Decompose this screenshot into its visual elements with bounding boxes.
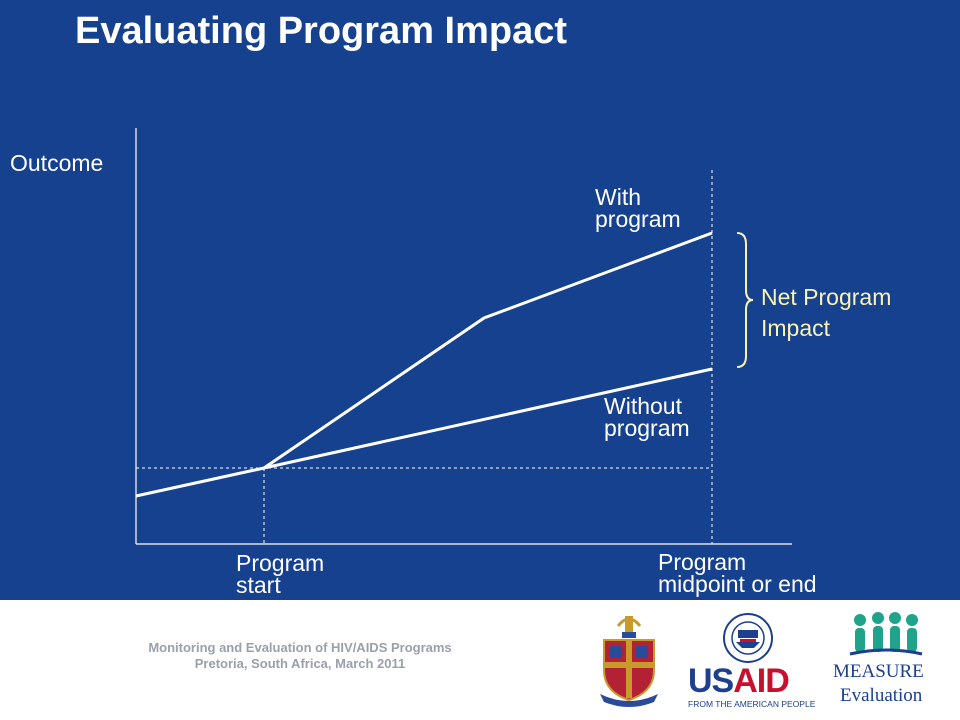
usaid-wordmark: USAID [688,662,790,700]
footer-line1: Monitoring and Evaluation of HIV/AIDS Pr… [148,640,452,655]
net-program-impact-label: Net Program Impact [761,282,891,344]
evaluation-wordmark: Evaluation [840,685,923,706]
footer-line2: Pretoria, South Africa, March 2011 [194,656,406,671]
university-crest-icon [600,616,658,707]
usaid-tagline: FROM THE AMERICAN PEOPLE [688,699,816,709]
footer-bar [0,600,960,720]
with-program-label: With program [595,184,681,232]
net-impact-bracket [736,232,754,368]
impact-diagram [135,128,792,545]
net-impact-line2: Impact [761,315,831,341]
program-start-line2: start [236,572,281,598]
program-end-label: Program midpoint or end [658,549,817,597]
without-program-label-line2: program [604,415,690,441]
program-end-line1: Program [658,549,747,575]
y-axis-label: Outcome [10,150,104,176]
footer-text: Monitoring and Evaluation of HIV/AIDS Pr… [60,640,540,672]
program-start-label: Program start [236,550,325,598]
with-program-label-line2: program [595,206,681,232]
usaid-seal-icon [723,613,773,663]
without-program-label: Without program [604,393,690,441]
with-program-label-line1: With [595,184,641,210]
measure-wordmark: MEASURE [833,661,924,682]
measure-people-icon [849,612,923,656]
program-end-line2: midpoint or end [658,571,817,597]
program-start-line1: Program [236,550,325,576]
slide-background [0,0,960,600]
net-impact-line1: Net Program [761,284,892,310]
slide-title: Evaluating Program Impact [75,10,568,52]
without-program-label-line1: Without [604,393,682,419]
with-program-line [263,231,713,470]
usaid-aid: AID [733,662,790,700]
usaid-us: US [688,662,734,700]
